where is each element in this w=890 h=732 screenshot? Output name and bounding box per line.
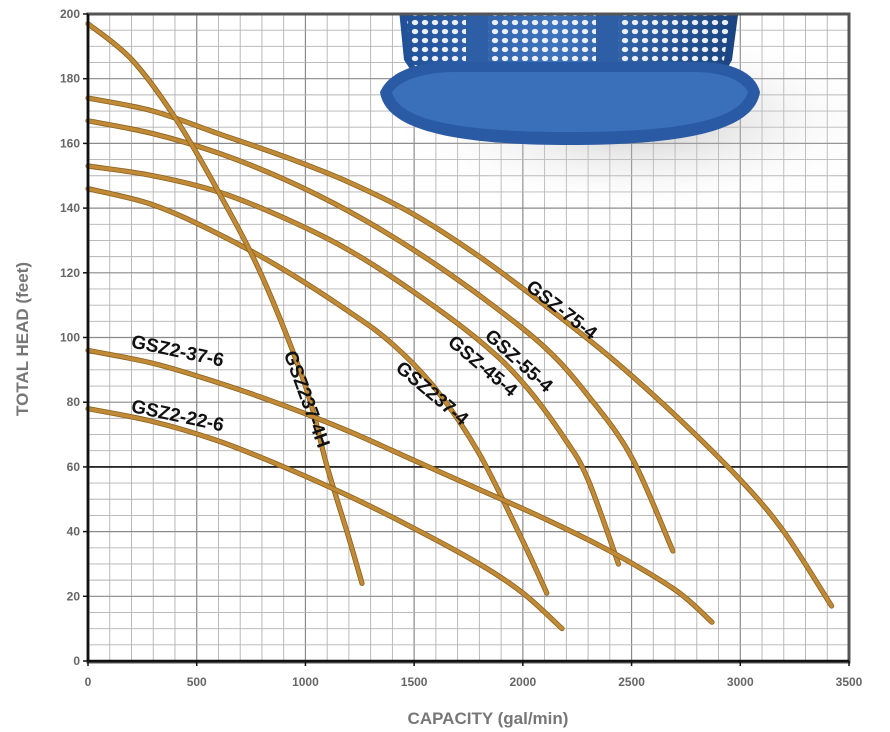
y-tick-label: 20 [67, 589, 81, 603]
y-tick-label: 100 [60, 331, 80, 345]
y-tick-label: 140 [60, 201, 80, 215]
y-tick-label: 200 [60, 7, 80, 21]
axis-ticks: 0 500 1000 1500 2000 2500 3000 3500 0 20 40 60 80 100… [60, 7, 863, 689]
y-tick-label: 0 [73, 654, 80, 668]
y-tick-label: 40 [67, 525, 81, 539]
curve-gsz-75-4 [86, 96, 834, 608]
y-tick-label: 120 [60, 266, 80, 280]
y-tick-label: 80 [67, 395, 81, 409]
pump-strainer-image [380, 14, 849, 215]
x-tick-label: 1500 [401, 675, 428, 689]
x-axis-title: CAPACITY (gal/min) [408, 709, 569, 728]
x-tick-label: 3500 [836, 675, 863, 689]
x-tick-label: 1000 [292, 675, 319, 689]
curves [85, 21, 835, 632]
x-tick-label: 2500 [618, 675, 645, 689]
curve-gsz-45-4 [86, 164, 621, 566]
curve-gsz2-22-6 [86, 406, 564, 631]
curve-gsz-55-4 [86, 119, 675, 553]
y-tick-label: 160 [60, 136, 80, 150]
x-tick-label: 0 [85, 675, 92, 689]
y-tick-label: 180 [60, 72, 80, 86]
y-tick-label: 60 [67, 460, 81, 474]
x-tick-label: 2000 [510, 675, 537, 689]
curve-gsz237-4h [86, 21, 364, 586]
curve-gsz2-37-6 [86, 348, 714, 624]
x-tick-label: 3000 [727, 675, 754, 689]
x-tick-label: 500 [187, 675, 207, 689]
y-axis-title: TOTAL HEAD (feet) [13, 262, 32, 416]
